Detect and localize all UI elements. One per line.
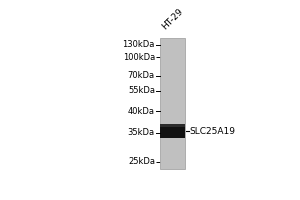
Text: SLC25A19: SLC25A19 <box>190 127 236 136</box>
Text: 40kDa: 40kDa <box>128 107 155 116</box>
Text: 35kDa: 35kDa <box>128 128 155 137</box>
Text: 25kDa: 25kDa <box>128 157 155 166</box>
Bar <box>160 124 185 127</box>
Text: 130kDa: 130kDa <box>122 40 155 49</box>
Text: 70kDa: 70kDa <box>128 71 155 80</box>
Text: 100kDa: 100kDa <box>123 53 155 62</box>
Bar <box>160 124 185 138</box>
Bar <box>160 38 185 169</box>
Text: 55kDa: 55kDa <box>128 86 155 95</box>
Text: HT-29: HT-29 <box>160 6 185 31</box>
